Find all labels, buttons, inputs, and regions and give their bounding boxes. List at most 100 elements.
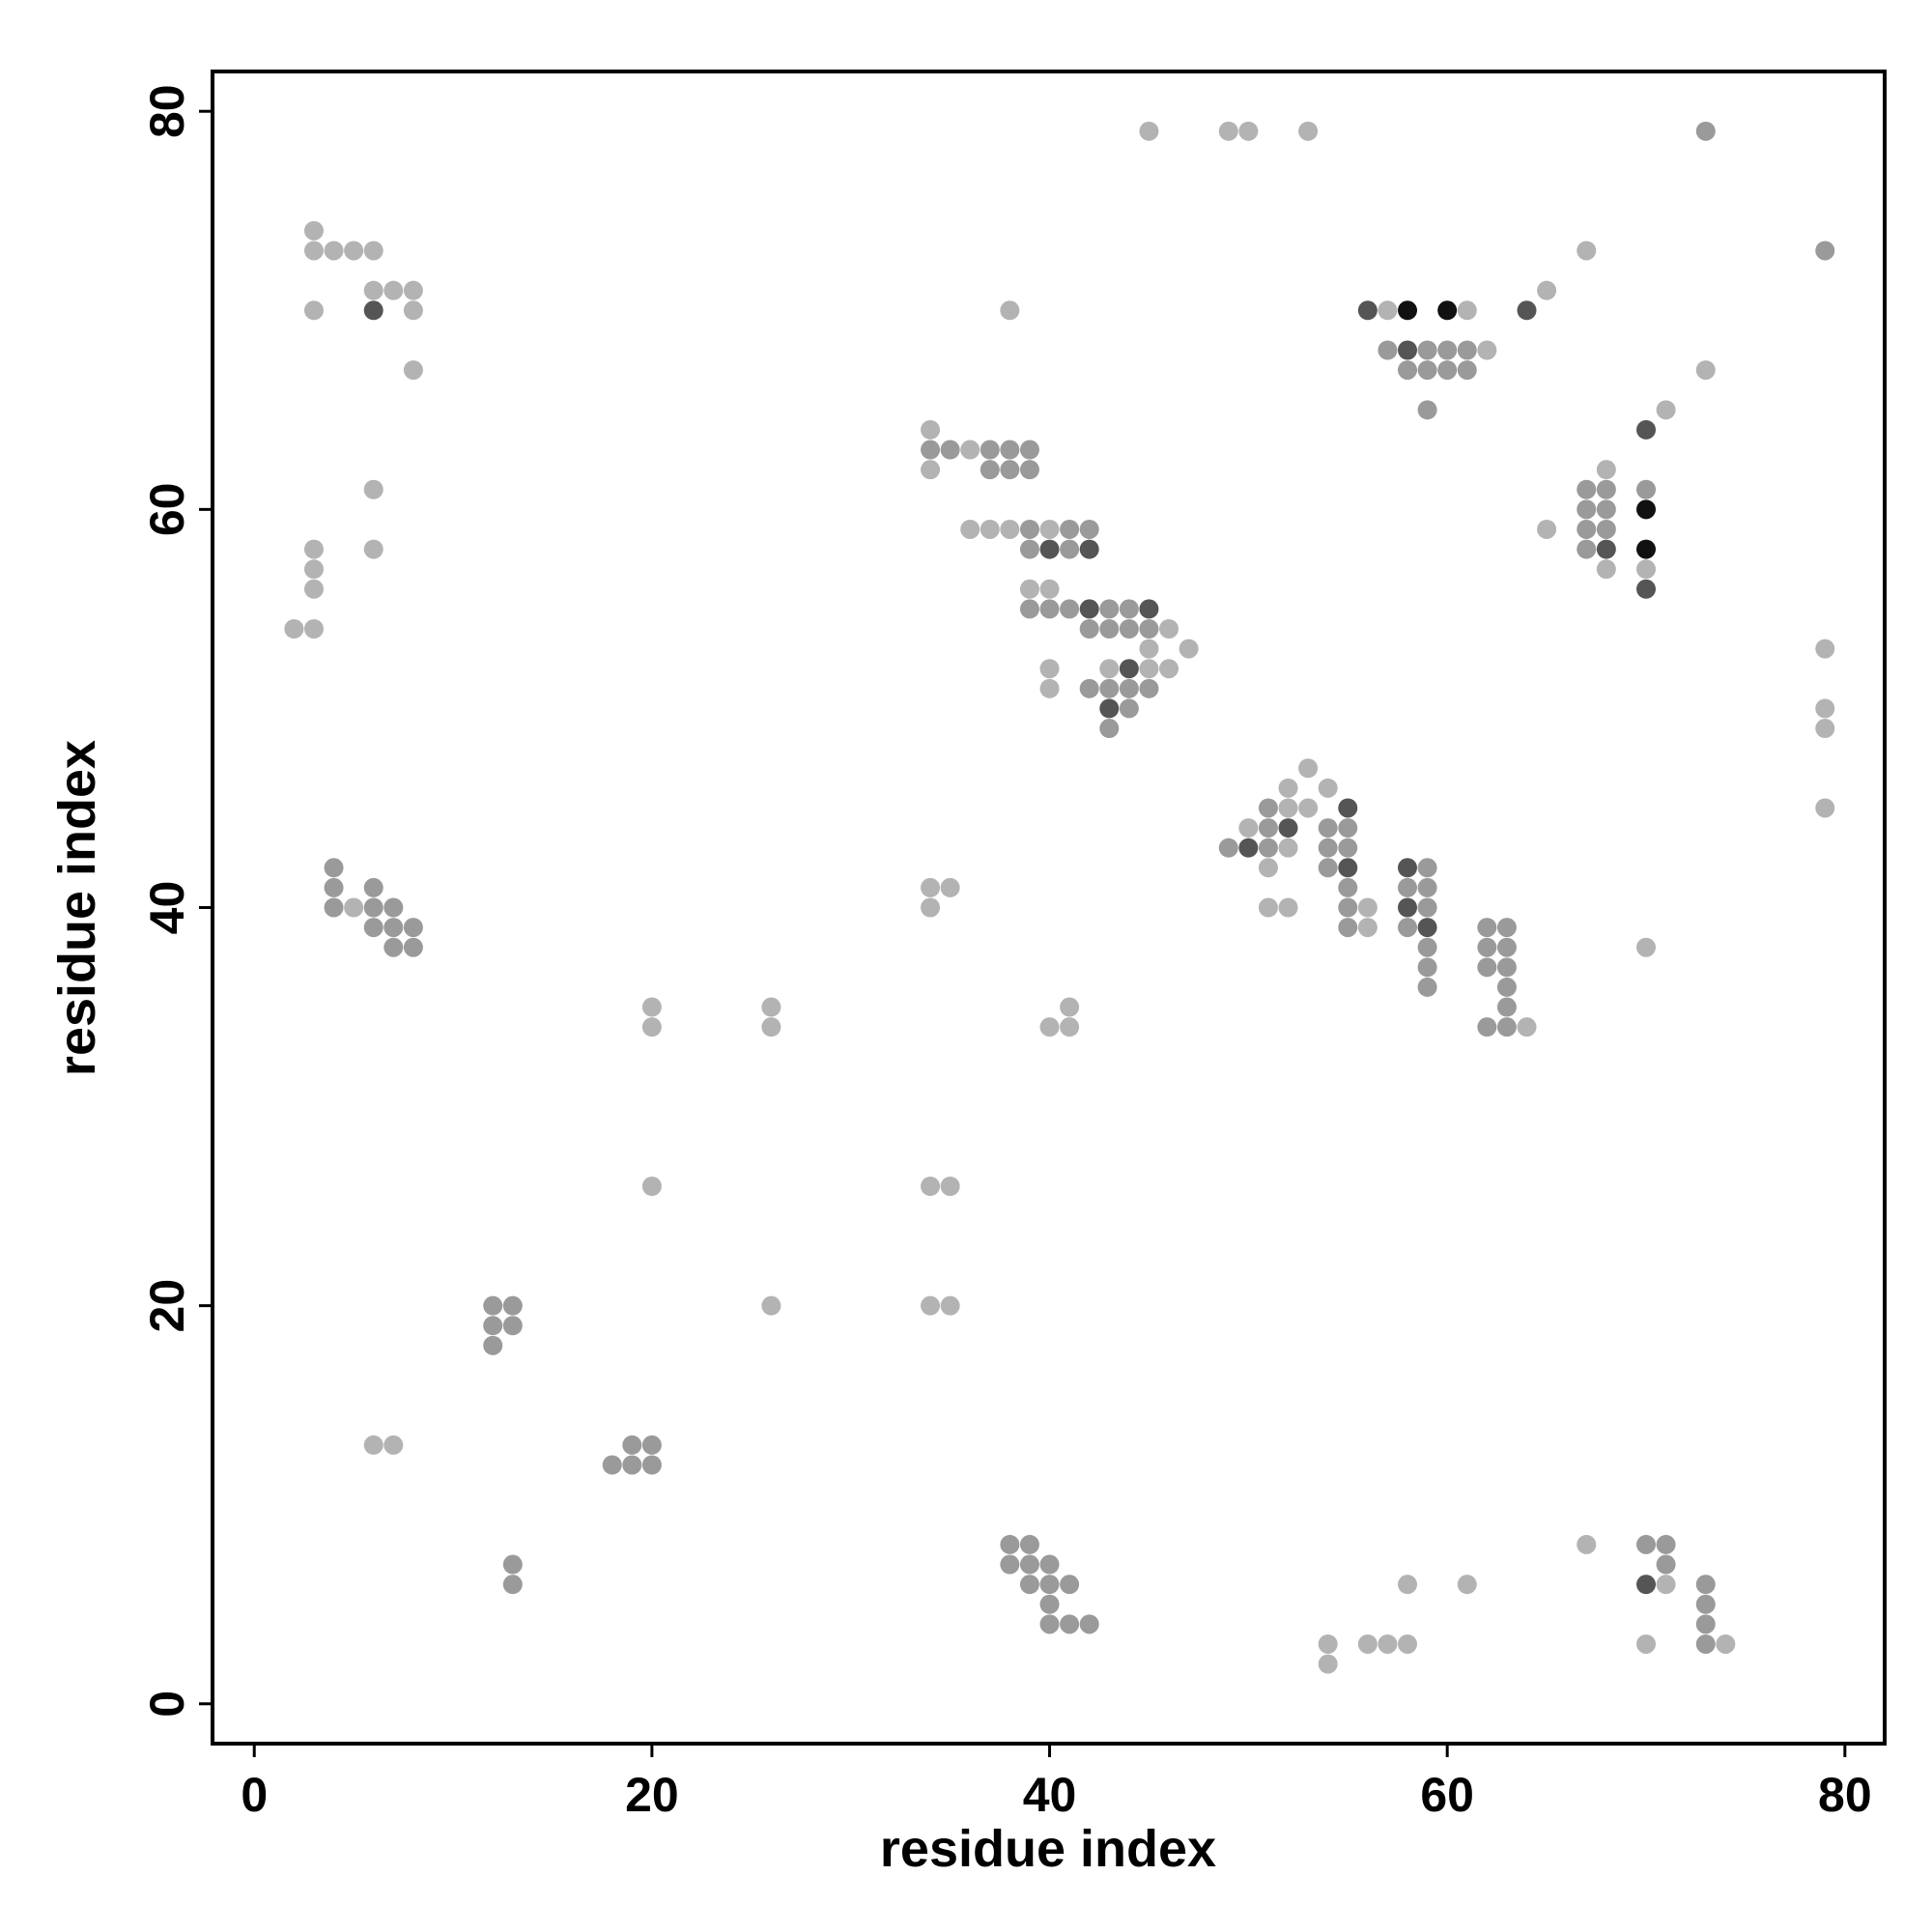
point <box>1099 619 1120 639</box>
point <box>344 241 364 261</box>
point <box>921 419 941 440</box>
point <box>1338 877 1358 897</box>
point <box>384 280 404 300</box>
point <box>921 440 941 460</box>
point <box>1417 897 1437 918</box>
point <box>1000 1534 1020 1554</box>
point <box>980 519 1000 539</box>
point <box>1278 818 1298 838</box>
point <box>1716 1634 1736 1654</box>
point <box>1417 957 1437 978</box>
point <box>1398 360 1418 381</box>
point <box>1060 997 1080 1017</box>
point <box>384 897 404 918</box>
x-tick-label: 40 <box>1023 1768 1077 1822</box>
point <box>1577 499 1597 520</box>
point <box>363 539 384 559</box>
point <box>1119 678 1139 698</box>
point <box>363 1435 384 1455</box>
point <box>502 1295 523 1316</box>
point <box>1636 479 1657 499</box>
point <box>921 877 941 897</box>
point <box>1398 918 1418 938</box>
point <box>303 241 324 261</box>
point <box>1417 937 1437 957</box>
point <box>1119 698 1139 719</box>
point <box>1318 1654 1338 1674</box>
point <box>1258 858 1278 878</box>
point <box>1815 639 1835 659</box>
point <box>483 1335 503 1355</box>
point <box>324 241 344 261</box>
point <box>1139 619 1159 639</box>
y-tick-label: 40 <box>140 881 194 935</box>
point <box>1636 1634 1657 1654</box>
point <box>1636 559 1657 580</box>
point <box>1357 918 1378 938</box>
point <box>1636 1534 1657 1554</box>
y-tick-label: 0 <box>140 1690 194 1718</box>
point <box>1596 519 1616 539</box>
point <box>1019 579 1039 599</box>
point <box>363 897 384 918</box>
point <box>1039 659 1060 679</box>
point <box>1238 838 1259 858</box>
point <box>1119 599 1139 619</box>
point <box>1079 519 1099 539</box>
point <box>960 440 980 460</box>
point <box>1398 877 1418 897</box>
point <box>1019 519 1039 539</box>
point <box>1079 539 1099 559</box>
point <box>1139 678 1159 698</box>
point <box>641 1455 662 1475</box>
point <box>921 1295 941 1316</box>
point <box>1338 818 1358 838</box>
point <box>303 559 324 580</box>
point <box>303 220 324 241</box>
point <box>921 460 941 480</box>
y-axis-label: residue index <box>48 740 106 1076</box>
point <box>1417 977 1437 997</box>
point <box>1596 559 1616 580</box>
point <box>1238 121 1259 141</box>
point <box>1000 440 1020 460</box>
point <box>1298 121 1319 141</box>
point <box>1815 698 1835 719</box>
point <box>324 897 344 918</box>
point <box>1258 838 1278 858</box>
point <box>502 1316 523 1336</box>
point <box>1099 599 1120 619</box>
point <box>1477 957 1497 978</box>
point <box>1496 937 1517 957</box>
point <box>1596 499 1616 520</box>
point <box>303 539 324 559</box>
point <box>1000 300 1020 321</box>
point <box>303 579 324 599</box>
point <box>324 858 344 878</box>
point <box>1398 1575 1418 1595</box>
point <box>1577 1534 1597 1554</box>
point <box>1159 659 1179 679</box>
point <box>1060 539 1080 559</box>
point <box>303 300 324 321</box>
point <box>1398 897 1418 918</box>
point <box>1537 519 1557 539</box>
point <box>1318 778 1338 798</box>
point <box>1695 1634 1716 1654</box>
point <box>1019 1534 1039 1554</box>
point <box>622 1435 642 1455</box>
point <box>1019 539 1039 559</box>
point <box>940 1177 960 1196</box>
point <box>1019 440 1039 460</box>
point <box>1039 599 1060 619</box>
point <box>1378 340 1398 360</box>
point <box>641 1435 662 1455</box>
point <box>1577 539 1597 559</box>
point <box>1457 340 1477 360</box>
point <box>1577 241 1597 261</box>
point <box>1537 280 1557 300</box>
point <box>960 519 980 539</box>
point <box>1258 897 1278 918</box>
point <box>1039 1614 1060 1634</box>
point <box>1039 1594 1060 1614</box>
